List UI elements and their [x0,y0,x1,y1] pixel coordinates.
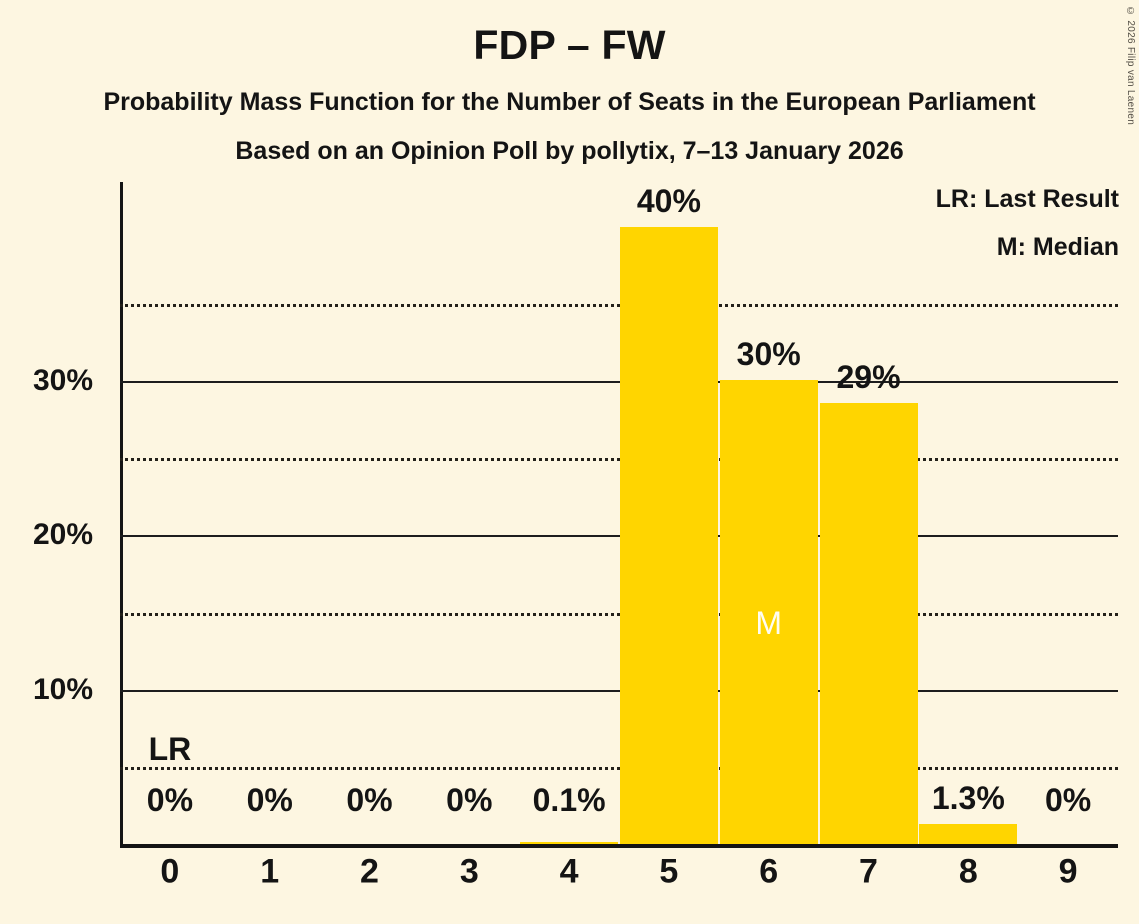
bar-value-label: 0% [246,782,293,818]
chart-title: FDP – FW [473,22,666,68]
chart-source-note: Based on an Opinion Poll by pollytix, 7–… [235,137,904,165]
legend-last-result: LR: Last Result [935,185,1119,213]
x-axis-tick-label: 5 [659,852,679,891]
x-axis-tick-label: 8 [958,852,978,891]
gridline-dotted [120,458,1118,462]
bar-value-label: 29% [836,358,901,395]
y-axis-tick-label: 30% [32,364,93,398]
bar [919,823,1018,844]
gridline-dotted [120,303,1118,307]
y-axis-tick-label: 10% [32,672,93,706]
y-axis-line [120,182,123,847]
bar-value-label: 0% [346,782,393,818]
chart-subtitle: Probability Mass Function for the Number… [103,88,1036,116]
x-axis-tick-label: 2 [360,852,379,891]
bar-value-label: 1.3% [931,779,1005,816]
bar-value-label: 0.1% [532,782,606,818]
plot-area: 10% 20% 30% M 0% 0% 0% 0% 0.1% 40% 30% 29% 1.3% 0% … [33,182,1118,848]
x-axis-tick-label: 0 [160,852,180,891]
x-axis-line [120,844,1118,848]
bar-value-label: 0% [446,782,493,818]
gridline-dotted [120,612,1118,616]
x-axis-tick-label: 4 [559,852,579,891]
bar-value-label: 0% [146,782,194,818]
x-axis-tick-label: 3 [459,852,479,891]
legend-median: M: Median [996,233,1119,261]
bar-value-label: 0% [1044,782,1092,818]
copyright-notice: © 2026 Filip van Laenen [1125,6,1136,126]
gridline-solid [120,381,1118,384]
gridline-solid [120,689,1118,692]
bar-value-label: 30% [736,335,801,372]
bar [819,402,918,844]
x-axis-tick-label: 1 [260,852,280,891]
x-axis-tick-label: 6 [759,852,779,891]
x-axis-tick-label: 7 [859,852,878,891]
x-axis-tick-label: 9 [1058,852,1078,891]
gridline-solid [120,535,1118,538]
gridline-dotted [120,766,1118,770]
last-result-marker: LR [148,730,192,767]
bar [719,379,818,844]
median-marker: M [755,604,783,641]
bar-value-label: 40% [636,182,701,219]
bar [619,226,718,844]
bar [520,842,619,844]
y-axis-tick-label: 20% [32,518,93,552]
